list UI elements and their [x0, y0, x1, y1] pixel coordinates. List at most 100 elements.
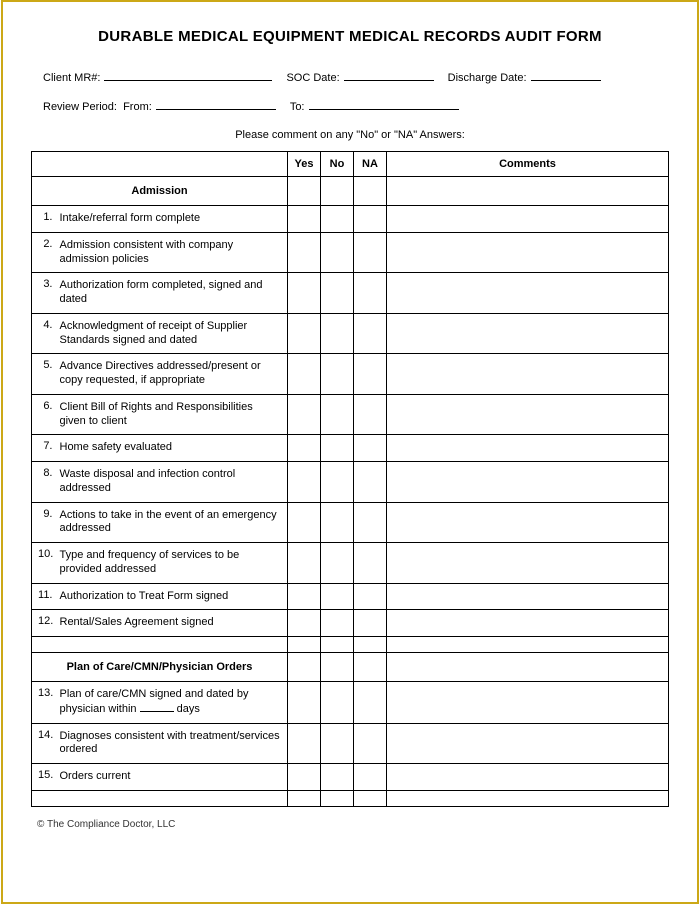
comments-cell[interactable]	[387, 610, 669, 637]
client-mr-field[interactable]	[104, 69, 272, 81]
review-from-field[interactable]	[156, 98, 276, 110]
empty-cell	[354, 177, 387, 206]
item-description: Diagnoses consistent with treatment/serv…	[56, 723, 288, 764]
item-number: 3.	[32, 273, 56, 314]
na-cell[interactable]	[354, 610, 387, 637]
na-cell[interactable]	[354, 394, 387, 435]
comments-cell[interactable]	[387, 583, 669, 610]
no-cell[interactable]	[321, 610, 354, 637]
table-row: 6.Client Bill of Rights and Responsibili…	[32, 394, 669, 435]
yes-cell[interactable]	[288, 583, 321, 610]
item-number: 12.	[32, 610, 56, 637]
na-cell[interactable]	[354, 764, 387, 791]
no-cell[interactable]	[321, 313, 354, 354]
yes-cell[interactable]	[288, 206, 321, 233]
na-cell[interactable]	[354, 462, 387, 503]
item-description: Type and frequency of services to be pro…	[56, 543, 288, 584]
empty-cell	[387, 177, 669, 206]
no-cell[interactable]	[321, 206, 354, 233]
na-cell[interactable]	[354, 583, 387, 610]
item-number: 5.	[32, 354, 56, 395]
na-cell[interactable]	[354, 206, 387, 233]
comments-cell[interactable]	[387, 394, 669, 435]
instruction-text: Please comment on any "No" or "NA" Answe…	[31, 129, 669, 141]
item-number: 9.	[32, 502, 56, 543]
comments-cell[interactable]	[387, 543, 669, 584]
table-row: 15.Orders current	[32, 764, 669, 791]
table-row: 10.Type and frequency of services to be …	[32, 543, 669, 584]
yes-cell[interactable]	[288, 764, 321, 791]
comments-cell[interactable]	[387, 764, 669, 791]
yes-cell[interactable]	[288, 232, 321, 273]
yes-cell[interactable]	[288, 354, 321, 395]
client-mr-label: Client MR#:	[43, 72, 100, 84]
item-description: Authorization to Treat Form signed	[56, 583, 288, 610]
yes-cell[interactable]	[288, 502, 321, 543]
col-comments: Comments	[387, 152, 669, 177]
comments-cell[interactable]	[387, 682, 669, 724]
no-cell[interactable]	[321, 354, 354, 395]
yes-cell[interactable]	[288, 394, 321, 435]
no-cell[interactable]	[321, 232, 354, 273]
empty-cell	[321, 790, 354, 806]
na-cell[interactable]	[354, 723, 387, 764]
item-description: Client Bill of Rights and Responsibiliti…	[56, 394, 288, 435]
no-cell[interactable]	[321, 435, 354, 462]
empty-cell	[321, 177, 354, 206]
yes-cell[interactable]	[288, 435, 321, 462]
no-cell[interactable]	[321, 682, 354, 724]
na-cell[interactable]	[354, 435, 387, 462]
table-row: 2.Admission consistent with company admi…	[32, 232, 669, 273]
item-number: 4.	[32, 313, 56, 354]
yes-cell[interactable]	[288, 273, 321, 314]
empty-cell	[354, 637, 387, 653]
soc-date-field[interactable]	[344, 69, 434, 81]
comments-cell[interactable]	[387, 206, 669, 233]
comments-cell[interactable]	[387, 462, 669, 503]
no-cell[interactable]	[321, 273, 354, 314]
comments-cell[interactable]	[387, 502, 669, 543]
na-cell[interactable]	[354, 543, 387, 584]
yes-cell[interactable]	[288, 462, 321, 503]
col-no: No	[321, 152, 354, 177]
yes-cell[interactable]	[288, 682, 321, 724]
no-cell[interactable]	[321, 543, 354, 584]
review-to-field[interactable]	[309, 98, 459, 110]
na-cell[interactable]	[354, 232, 387, 273]
item-number: 6.	[32, 394, 56, 435]
spacer-row	[32, 790, 669, 806]
na-cell[interactable]	[354, 273, 387, 314]
yes-cell[interactable]	[288, 723, 321, 764]
comments-cell[interactable]	[387, 723, 669, 764]
empty-cell	[288, 637, 321, 653]
yes-cell[interactable]	[288, 610, 321, 637]
no-cell[interactable]	[321, 462, 354, 503]
comments-cell[interactable]	[387, 435, 669, 462]
na-cell[interactable]	[354, 682, 387, 724]
empty-cell	[32, 790, 288, 806]
empty-cell	[288, 653, 321, 682]
yes-cell[interactable]	[288, 313, 321, 354]
empty-cell	[32, 637, 288, 653]
discharge-date-field[interactable]	[531, 69, 601, 81]
no-cell[interactable]	[321, 394, 354, 435]
days-blank-field[interactable]	[140, 702, 174, 712]
item-number: 8.	[32, 462, 56, 503]
no-cell[interactable]	[321, 583, 354, 610]
comments-cell[interactable]	[387, 232, 669, 273]
no-cell[interactable]	[321, 764, 354, 791]
empty-cell	[387, 653, 669, 682]
item-description: Orders current	[56, 764, 288, 791]
no-cell[interactable]	[321, 723, 354, 764]
comments-cell[interactable]	[387, 313, 669, 354]
meta-row-1: Client MR#: SOC Date: Discharge Date:	[31, 69, 669, 84]
na-cell[interactable]	[354, 502, 387, 543]
comments-cell[interactable]	[387, 354, 669, 395]
yes-cell[interactable]	[288, 543, 321, 584]
no-cell[interactable]	[321, 502, 354, 543]
spacer-row	[32, 637, 669, 653]
na-cell[interactable]	[354, 354, 387, 395]
empty-cell	[288, 790, 321, 806]
na-cell[interactable]	[354, 313, 387, 354]
comments-cell[interactable]	[387, 273, 669, 314]
